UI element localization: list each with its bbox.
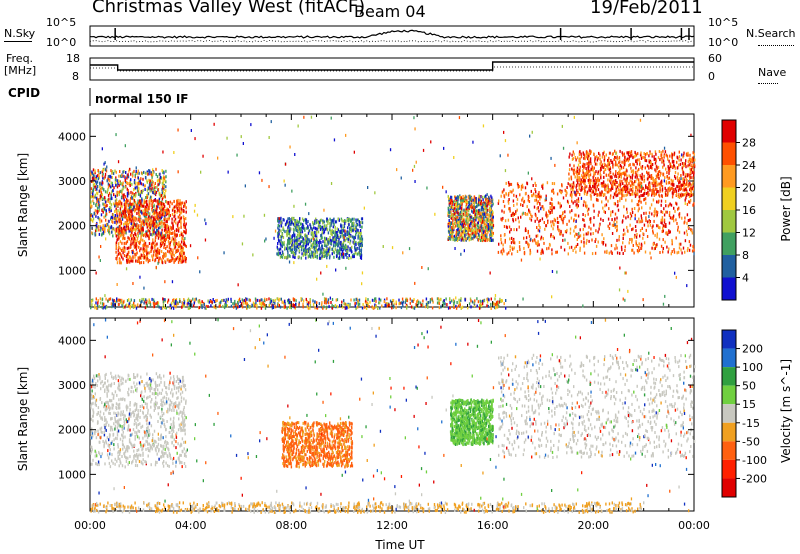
colorbar-tick-label: 16 xyxy=(742,204,756,217)
colorbar-swatch xyxy=(722,210,736,233)
colorbar-tick-label: 100 xyxy=(742,361,763,374)
date-title: 19/Feb/2011 xyxy=(590,0,703,18)
nave-label: Nave xyxy=(758,66,787,79)
scatter-echoes xyxy=(95,115,695,310)
y-tick-label: 1000 xyxy=(58,264,86,277)
colorbar-swatch xyxy=(722,165,736,188)
colorbar: 200 100 50 15 -15 -50 -100 -200 xyxy=(721,329,767,498)
panel-frame xyxy=(89,113,695,308)
nave-line-key xyxy=(758,83,778,84)
colorbar-tick-label: -200 xyxy=(742,472,767,485)
colorbar-swatch xyxy=(722,330,736,349)
y-tick-label: 4000 xyxy=(58,130,86,143)
colorbar-swatch xyxy=(722,348,736,368)
nsearch-tick-bottom: 10^0 xyxy=(708,36,739,49)
colorbar-swatch xyxy=(722,142,736,165)
y-tick-label: 4000 xyxy=(58,334,86,347)
colorbar-tick-label: 50 xyxy=(742,380,756,393)
echo-region xyxy=(447,194,494,243)
x-tick-label: 00:00 xyxy=(74,519,106,532)
freq-tick-bottom: 8 xyxy=(72,70,79,83)
x-tick-label: 00:00 xyxy=(678,519,710,532)
nsky-line-key xyxy=(4,41,32,42)
freq-series xyxy=(90,61,694,71)
colorbar-tick-label: 12 xyxy=(742,227,756,240)
nave-tick-top: 60 xyxy=(708,52,722,65)
colorbar-tick-label: 15 xyxy=(742,398,756,411)
nsearch-tick-top: 10^5 xyxy=(708,16,739,29)
colorbar-tick-label: 4 xyxy=(742,272,749,285)
echo-region xyxy=(449,398,494,447)
colorbar-swatch xyxy=(722,187,736,210)
colorbar-tick-label: 200 xyxy=(742,343,763,356)
power-panel: 1000 2000 3000 4000 28 24 20 16 12 8 4 xyxy=(58,113,756,310)
freq-label: Freq. xyxy=(6,52,34,65)
echo-region xyxy=(497,353,696,460)
colorbar-swatch xyxy=(722,478,736,497)
colorbar-swatch xyxy=(722,232,736,255)
velocity-panel: 1000 2000 3000 4000 200 100 50 15 -15 -50 -100 -200 xyxy=(58,317,767,514)
colorbar-tick-label: 24 xyxy=(742,159,756,172)
echo-region xyxy=(281,420,354,469)
colorbar-swatch xyxy=(722,120,736,143)
nsky-frame xyxy=(89,25,695,47)
colorbar-frame xyxy=(721,329,737,498)
freq-frame xyxy=(89,57,695,81)
colorbar-tick-label: 20 xyxy=(742,182,756,195)
y-tick-label: 2000 xyxy=(58,424,86,437)
echo-region xyxy=(90,297,507,310)
colorbar: 28 24 20 16 12 8 4 xyxy=(721,119,756,301)
freq-tick-top: 18 xyxy=(66,52,80,65)
y-tick-label: 3000 xyxy=(58,379,86,392)
colorbar-swatch xyxy=(722,255,736,278)
cpid-value: normal 150 IF xyxy=(95,92,189,106)
colorbar-tick-label: -50 xyxy=(742,435,760,448)
x-tick-label: 20:00 xyxy=(577,519,609,532)
panel-frame xyxy=(89,317,695,512)
nsky-tick-bottom: 10^0 xyxy=(46,36,77,49)
y-tick-label: 1000 xyxy=(58,468,86,481)
colorbar-swatch xyxy=(722,459,736,479)
nsky-tick-top: 10^5 xyxy=(46,16,77,29)
freq-unit: [MHz] xyxy=(4,64,37,77)
x-axis-label: Time UT xyxy=(375,538,425,552)
colorbar-tick-label: 28 xyxy=(742,137,756,150)
x-tick-label: 04:00 xyxy=(175,519,207,532)
nsky-label: N.Sky xyxy=(4,27,36,40)
nsky-series xyxy=(90,29,695,39)
colorbar-tick-label: -15 xyxy=(742,417,760,430)
nsearch-line-key xyxy=(758,45,794,46)
colorbar-swatch xyxy=(722,441,736,460)
colorbar-swatch xyxy=(722,422,736,442)
nsearch-label: N.Search xyxy=(746,27,796,40)
beam-title: Beam 04 xyxy=(354,2,426,21)
nsearch-series xyxy=(89,40,695,43)
echo-region xyxy=(115,198,187,265)
y-tick-label: 3000 xyxy=(58,175,86,188)
cpid-label: CPID xyxy=(8,86,41,100)
station-title: Christmas Valley West (fitACF) xyxy=(92,0,366,17)
x-tick-label: 12:00 xyxy=(376,519,408,532)
colorbar-swatch xyxy=(722,404,736,423)
colorbar-swatch xyxy=(722,277,736,300)
echo-region xyxy=(276,216,364,260)
x-tick-label: 16:00 xyxy=(477,519,509,532)
y-tick-label: 2000 xyxy=(58,220,86,233)
echo-region xyxy=(568,149,696,198)
scatter-echoes xyxy=(90,318,693,513)
nave-tick-bottom: 0 xyxy=(708,70,715,83)
colorbar-swatch xyxy=(722,385,736,405)
colorbar-tick-label: 8 xyxy=(742,249,749,262)
x-tick-label: 08:00 xyxy=(275,519,307,532)
colorbar-tick-label: -100 xyxy=(742,454,767,467)
colorbar-swatch xyxy=(722,367,736,386)
